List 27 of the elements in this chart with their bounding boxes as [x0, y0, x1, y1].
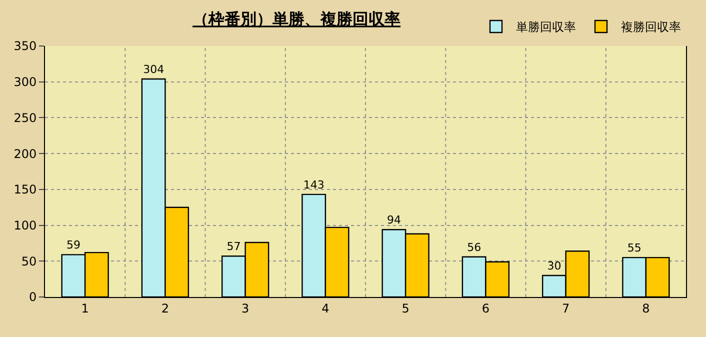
chart-title: （枠番別）単勝、複勝回収率	[192, 10, 401, 29]
x-tick-label: 2	[161, 301, 170, 316]
legend-label: 複勝回収率	[621, 20, 681, 34]
x-tick-label: 7	[562, 301, 570, 316]
y-tick-label: 0	[28, 290, 37, 304]
y-tick-label: 100	[14, 218, 37, 232]
data-label: 143	[303, 178, 324, 192]
x-tick-label: 6	[482, 301, 490, 316]
x-tick-label: 1	[81, 301, 89, 316]
data-label: 55	[627, 242, 642, 255]
x-tick-label: 8	[642, 301, 650, 316]
y-tick-label: 50	[21, 254, 37, 268]
y-tick-label: 350	[14, 39, 37, 54]
y-tick-label: 250	[14, 110, 37, 125]
data-label: 304	[143, 62, 164, 76]
y-tick-label: 300	[14, 75, 37, 90]
y-tick-label: 200	[14, 146, 37, 161]
data-label: 30	[547, 259, 562, 272]
x-tick-label: 5	[402, 301, 410, 316]
data-label: 57	[226, 240, 241, 254]
x-tick-label: 4	[322, 301, 330, 316]
data-label: 94	[386, 214, 401, 227]
legend-label: 単勝回収率	[516, 20, 576, 34]
data-label: 56	[467, 240, 482, 254]
x-tick-label: 3	[241, 301, 250, 316]
y-tick-label: 150	[14, 182, 37, 197]
data-label: 59	[66, 238, 80, 252]
